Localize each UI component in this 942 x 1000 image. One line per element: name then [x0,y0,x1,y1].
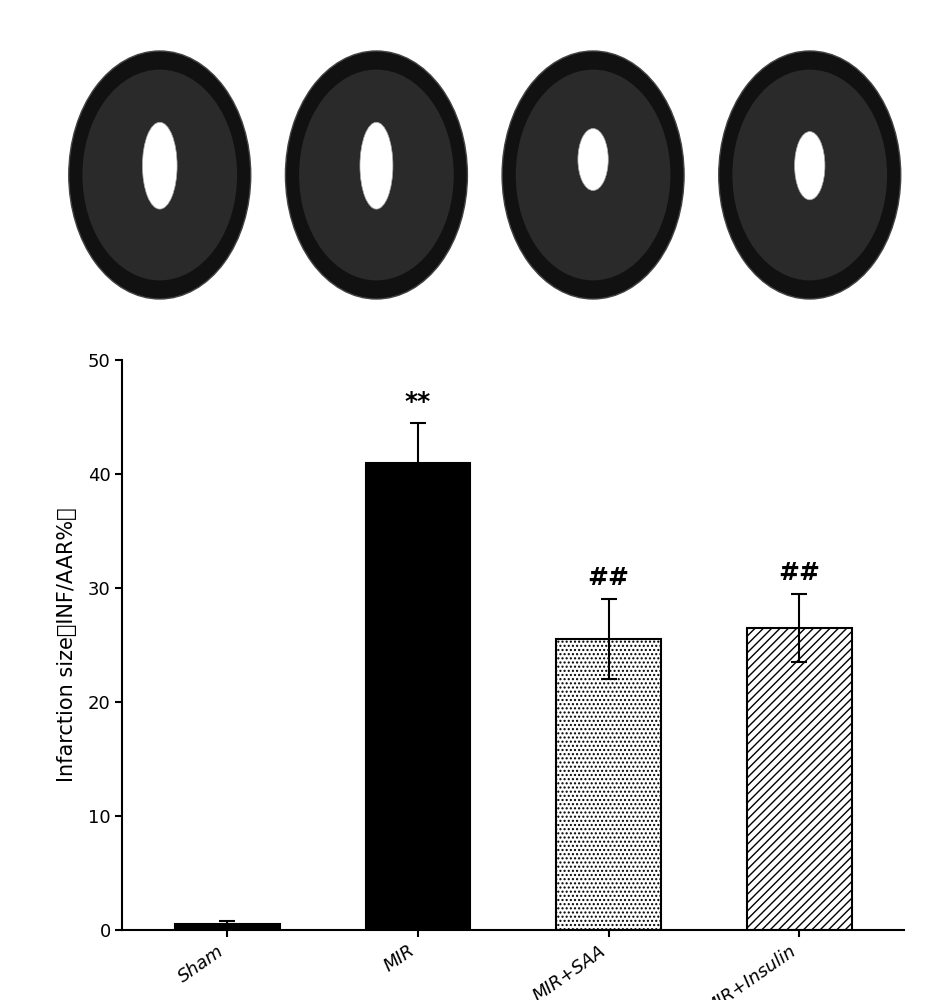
Ellipse shape [515,70,671,280]
Ellipse shape [719,51,901,299]
Ellipse shape [69,51,251,299]
Bar [557,639,661,930]
Text: ##: ## [588,566,630,590]
Text: ##: ## [778,561,820,585]
Y-axis label: Infarction size（INF/AAR%）: Infarction size（INF/AAR%） [57,508,77,782]
Ellipse shape [795,132,825,200]
Ellipse shape [299,70,454,280]
Ellipse shape [82,70,237,280]
Ellipse shape [142,122,177,209]
Bar [747,628,852,930]
Bar [365,463,470,930]
Ellipse shape [502,51,684,299]
Ellipse shape [285,51,467,299]
Bar [175,924,280,930]
Ellipse shape [360,122,393,209]
Ellipse shape [578,128,609,190]
Ellipse shape [732,70,887,280]
Text: **: ** [405,390,431,414]
